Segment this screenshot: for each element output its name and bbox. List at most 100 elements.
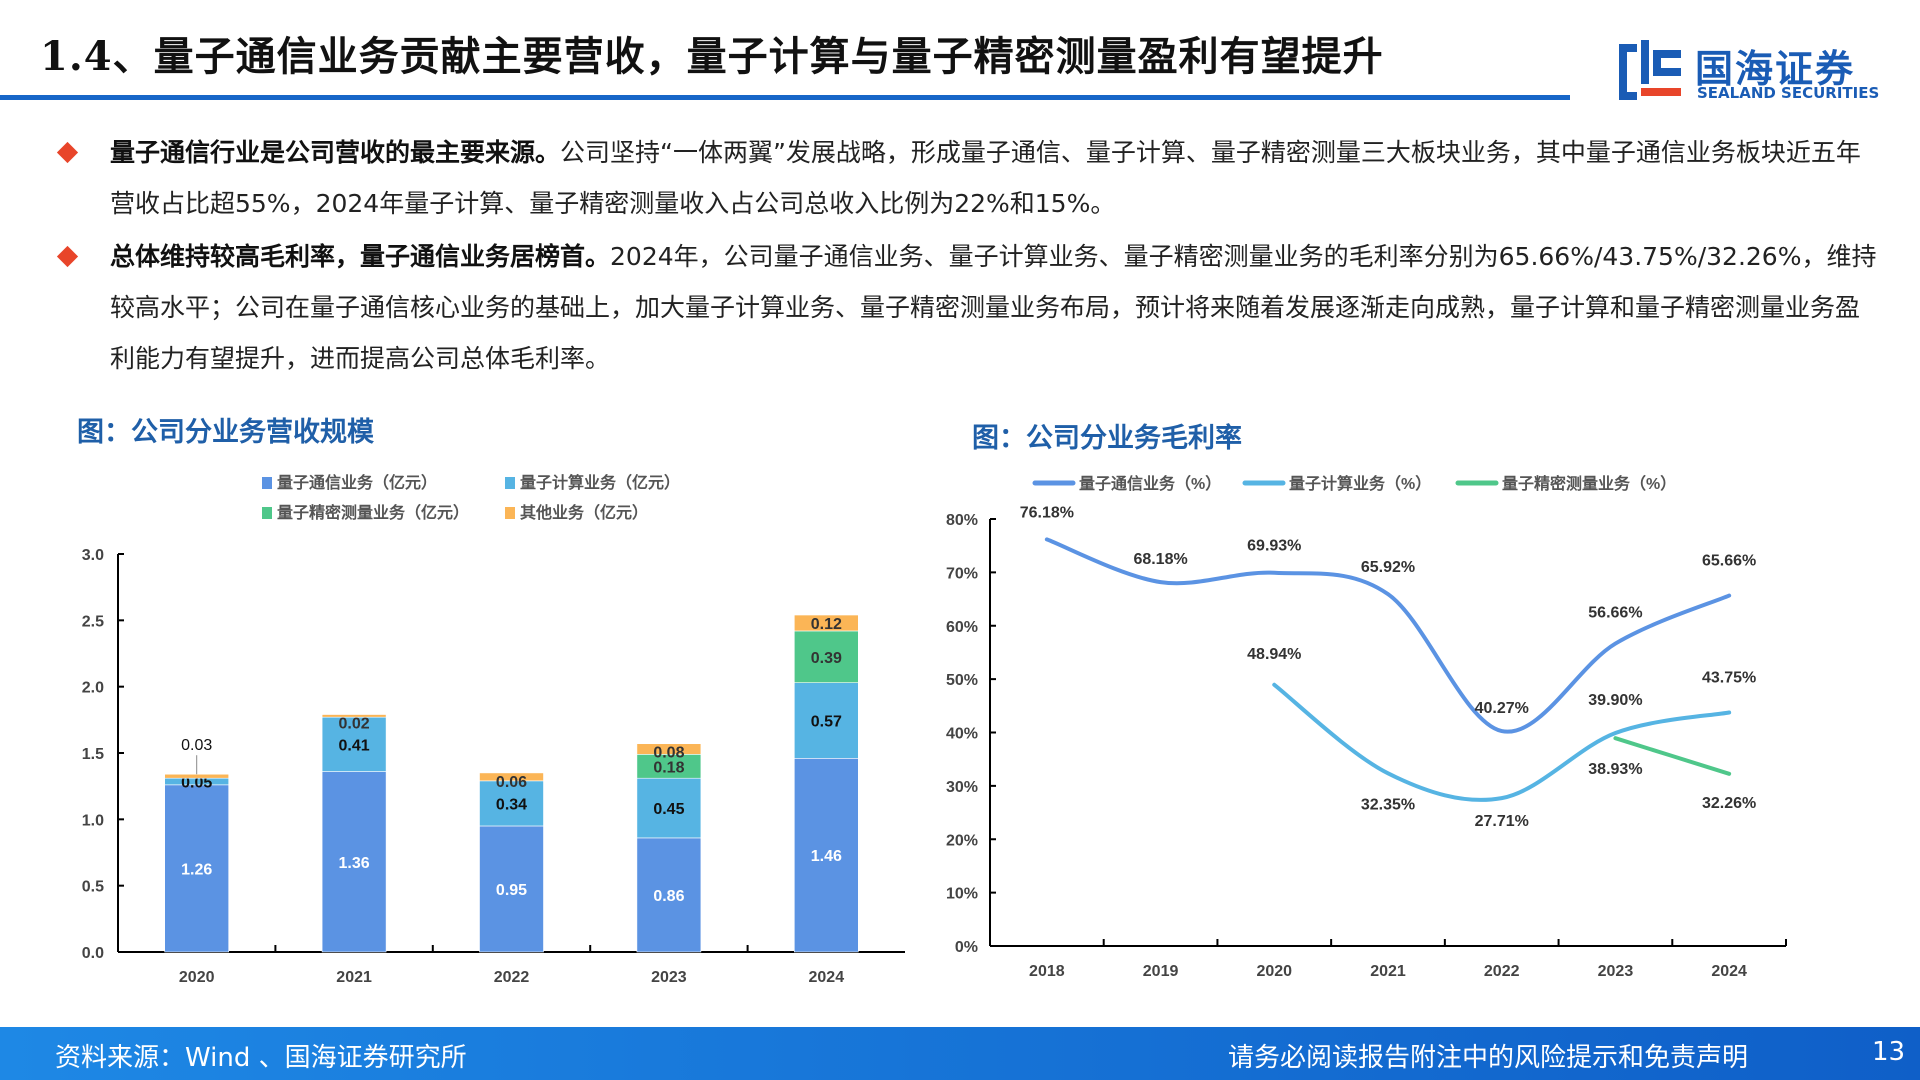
data-label: 0.12 [811, 616, 842, 633]
bar-segment [479, 780, 544, 827]
legend-label: 量子通信业务（亿元） [277, 473, 437, 492]
y-tick-label: 20% [946, 832, 978, 849]
x-tick-label: 2018 [1029, 963, 1065, 980]
data-label: 43.75% [1702, 669, 1756, 686]
data-label: 27.71% [1475, 813, 1529, 830]
data-label: 68.18% [1133, 551, 1187, 568]
logo-text-en: SEALAND SECURITIES [1697, 84, 1880, 102]
data-label: 1.26 [181, 861, 212, 878]
revenue-chart-title: 图：公司分业务营收规模 [77, 417, 374, 448]
data-label: 1.46 [811, 848, 842, 865]
legend-swatch [505, 477, 515, 489]
bar-segment [164, 773, 229, 779]
data-label: 56.66% [1588, 605, 1642, 622]
y-tick-label: 0.0 [82, 945, 104, 962]
data-label: 0.02 [339, 716, 370, 733]
legend-label: 量子精密测量业务（亿元） [277, 503, 469, 522]
x-tick-label: 2023 [1598, 963, 1634, 980]
bullet-1-bold: 量子通信行业是公司营收的最主要来源。 [110, 138, 561, 167]
legend-label: 量子计算业务（亿元） [520, 473, 680, 492]
data-label: 0.86 [653, 888, 684, 905]
legend-swatch [262, 507, 272, 519]
margin-chart-title: 图：公司分业务毛利率 [972, 423, 1242, 454]
series-line [1613, 736, 1732, 776]
y-tick-label: 50% [946, 672, 978, 689]
bar-segment [164, 784, 229, 953]
bar-segment [479, 825, 544, 953]
x-tick-label: 2024 [809, 969, 845, 986]
y-tick-label: 0% [955, 939, 978, 956]
title-divider [0, 95, 1570, 100]
x-tick-label: 2020 [179, 969, 215, 986]
bullet-1-text: 公司坚持“一体两翼”发展战略，形成量子通信、量子计算、量子精密测量三大板块业务，… [110, 138, 1861, 218]
series-line [1272, 682, 1732, 802]
bar-segment [793, 614, 859, 632]
bar-segment [636, 837, 702, 953]
data-label: 0.39 [811, 650, 842, 667]
bullet-2-text: 2024年，公司量子通信业务、量子计算业务、量子精密测量业务的毛利率分别为65.… [110, 242, 1877, 373]
data-label: 0.95 [496, 882, 527, 899]
data-label: 65.66% [1702, 553, 1756, 570]
bar-segment [321, 771, 387, 953]
data-label: 40.27% [1475, 700, 1529, 717]
source-note: 资料来源：Wind 、国海证券研究所 [55, 1043, 467, 1073]
x-tick-label: 2022 [494, 969, 530, 986]
disclaimer: 请务必阅读报告附注中的风险提示和免责声明 [1228, 1043, 1749, 1073]
y-tick-label: 30% [946, 779, 978, 796]
data-label: 0.41 [339, 737, 370, 754]
data-label: 0.08 [653, 745, 684, 762]
bar-segment [793, 682, 859, 759]
y-tick-label: 80% [946, 512, 978, 529]
legend-label: 其他业务（亿元） [520, 503, 648, 522]
x-tick-label: 2023 [651, 969, 687, 986]
data-label: 39.90% [1588, 692, 1642, 709]
x-tick-label: 2021 [1370, 963, 1406, 980]
legend-swatch [505, 507, 515, 519]
legend-label: 量子计算业务（%） [1289, 474, 1431, 493]
data-label: 76.18% [1020, 504, 1074, 521]
data-label: 1.36 [339, 855, 370, 872]
data-label: 0.18 [653, 759, 684, 776]
data-label: 32.35% [1361, 796, 1415, 813]
page-number: 13 [1872, 1037, 1906, 1067]
y-tick-label: 1.0 [82, 812, 104, 829]
logo-text-cn: 国海证券 [1695, 47, 1856, 91]
legend-swatch [262, 477, 272, 489]
data-label: 32.26% [1702, 795, 1756, 812]
page-title: 1.4、量子通信业务贡献主要营收，量子计算与量子精密测量盈利有望提升 [40, 33, 1384, 80]
bullet-1: 量子通信行业是公司营收的最主要来源。公司坚持“一体两翼”发展战略，形成量子通信、… [56, 127, 1880, 229]
data-label: 0.03 [181, 737, 212, 754]
bullet-2: 总体维持较高毛利率，量子通信业务居榜首。2024年，公司量子通信业务、量子计算业… [56, 231, 1880, 384]
y-tick-label: 3.0 [82, 547, 104, 564]
data-label: 0.34 [496, 796, 527, 813]
y-tick-label: 2.0 [82, 680, 104, 697]
series-line [1044, 537, 1732, 734]
y-tick-label: 40% [946, 726, 978, 743]
bar-segment [321, 714, 387, 718]
y-tick-label: 0.5 [82, 879, 104, 896]
data-label: 0.06 [496, 774, 527, 791]
data-label: 0.05 [181, 775, 212, 792]
data-label: 48.94% [1247, 646, 1301, 663]
logo: 国海证券 SEALAND SECURITIES [1615, 36, 1885, 106]
x-tick-label: 2021 [336, 969, 372, 986]
data-label: 38.93% [1588, 761, 1642, 778]
x-tick-label: 2020 [1256, 963, 1292, 980]
bar-segment [793, 758, 859, 953]
legend-label: 量子精密测量业务（%） [1502, 474, 1676, 493]
data-label: 0.45 [653, 801, 684, 818]
data-label: 0.57 [811, 713, 842, 730]
data-label: 65.92% [1361, 559, 1415, 576]
logo-icon [1619, 40, 1681, 100]
legend-label: 量子通信业务（%） [1079, 474, 1221, 493]
y-tick-label: 60% [946, 619, 978, 636]
bar-segment [793, 630, 859, 683]
data-label: 69.93% [1247, 538, 1301, 555]
bullet-2-bold: 总体维持较高毛利率，量子通信业务居榜首。 [110, 242, 611, 271]
bar-segment [321, 716, 387, 772]
x-tick-label: 2022 [1484, 963, 1520, 980]
bar-segment [636, 777, 702, 839]
bar-segment [636, 743, 702, 755]
y-tick-label: 10% [946, 886, 978, 903]
